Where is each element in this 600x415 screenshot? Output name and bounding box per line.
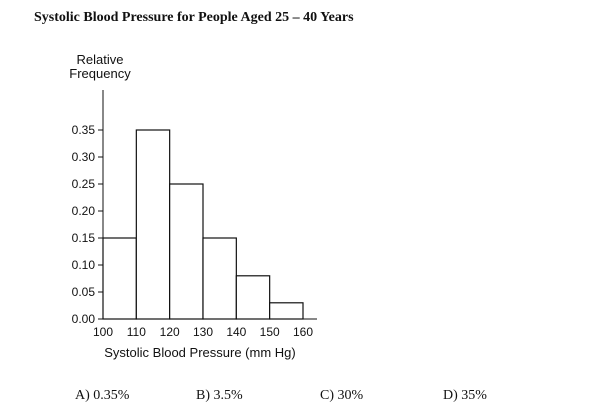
- y-tick-label: 0.20: [72, 204, 96, 218]
- y-tick-label: 0.05: [72, 285, 96, 299]
- x-tick-label: 100: [93, 325, 113, 339]
- y-tick-label: 0.15: [72, 231, 96, 245]
- x-tick-label: 160: [293, 325, 313, 339]
- histogram-bar-140-150: [235, 275, 271, 320]
- y-axis-label-line-1: Relative: [77, 52, 124, 67]
- histogram-bar-150-160: [269, 302, 304, 320]
- histogram-bar-130-140: [202, 237, 237, 320]
- x-axis-label: Systolic Blood Pressure (mm Hg): [104, 345, 295, 360]
- histogram-bar-100-110: [102, 237, 137, 320]
- x-tick-label: 140: [226, 325, 246, 339]
- y-axis-label-line-2: Frequency: [69, 66, 131, 81]
- y-tick-label: 0.30: [72, 150, 96, 164]
- y-tick-label: 0.35: [72, 123, 96, 137]
- y-tick-label: 0.10: [72, 258, 96, 272]
- x-tick-label: 120: [160, 325, 180, 339]
- y-tick-label: 0.25: [72, 177, 96, 191]
- choice-b[interactable]: B) 3.5%: [196, 388, 243, 403]
- x-tick-label: 130: [193, 325, 213, 339]
- answer-choices: A) 0.35% B) 3.5% C) 30% D) 35%: [0, 388, 600, 410]
- histogram-chart: Relative Frequency 0.00 0.05 0.10 0.15 0.20 0…: [69, 52, 317, 360]
- y-tick-label: 0.00: [72, 312, 96, 326]
- histogram-bar-120-130: [169, 183, 204, 320]
- choice-c[interactable]: C) 30%: [320, 388, 364, 403]
- choice-d[interactable]: D) 35%: [443, 388, 487, 403]
- x-tick-label: 150: [260, 325, 280, 339]
- choice-a[interactable]: A) 0.35%: [75, 388, 130, 403]
- chart-title: Systolic Blood Pressure for People Aged …: [34, 10, 354, 25]
- x-tick-label: 110: [127, 325, 146, 339]
- histogram-bar-110-120: [135, 129, 171, 320]
